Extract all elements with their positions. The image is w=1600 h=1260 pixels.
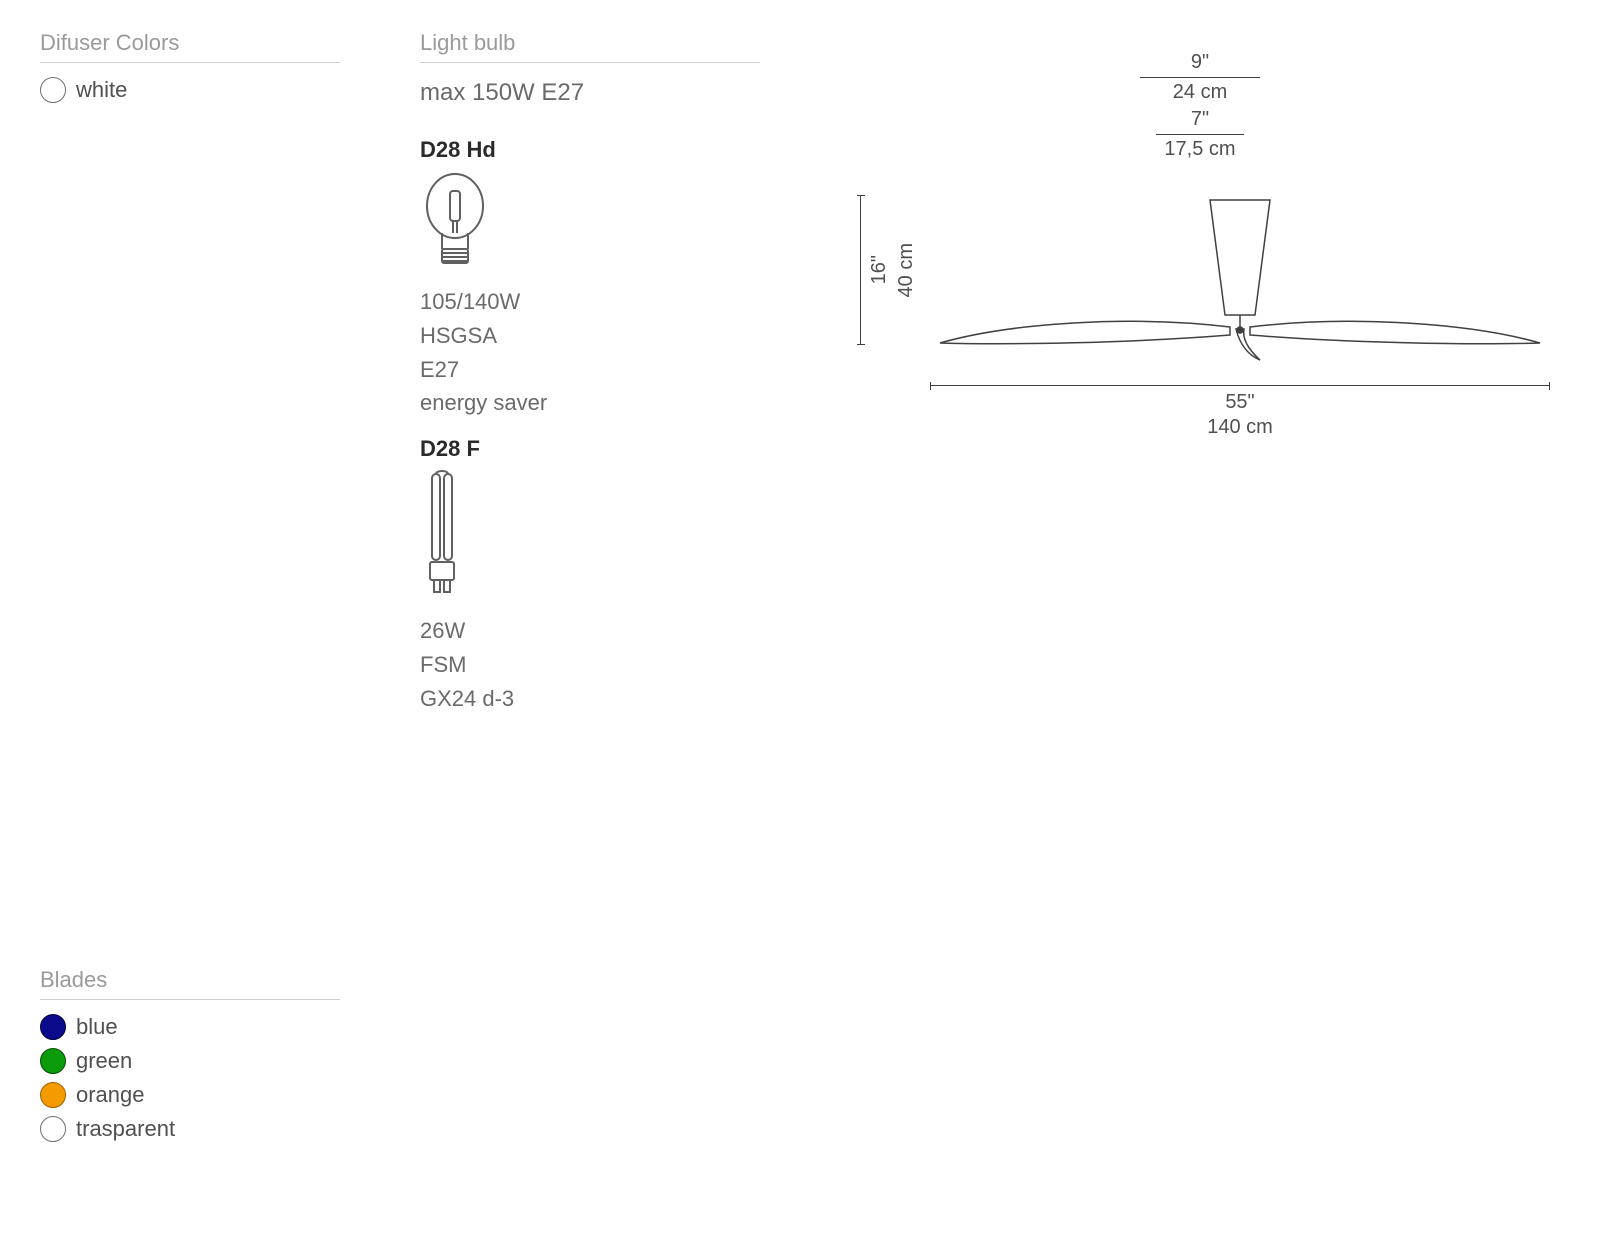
bulb-max: max 150W E27 (420, 77, 760, 109)
blades-list: blue green orange trasparent (40, 1014, 340, 1142)
dim-top-cm: 24 cm (1173, 80, 1227, 105)
diagram-section: 9" 24 cm 7" 17,5 cm 16" 40 cm (840, 30, 1560, 717)
color-option[interactable]: blue (40, 1014, 340, 1040)
bulb-spec-line: 105/140W (420, 287, 760, 317)
bulb-spec-line: HSGSA (420, 321, 760, 351)
dim-height-cm: 40 cm (894, 243, 919, 297)
bulb-spec-line: energy saver (420, 388, 760, 418)
dim-mid-in: 7" (1191, 107, 1209, 132)
diffuser-section: Difuser Colors white (40, 30, 340, 717)
color-swatch (40, 1116, 66, 1142)
color-swatch (40, 1048, 66, 1074)
bulb-model-icon (420, 470, 760, 606)
bulb-spec-line: GX24 d-3 (420, 684, 760, 714)
color-label: white (76, 77, 127, 103)
bulb-section: Light bulb max 150W E27 D28 Hd 105/140W HS… (420, 30, 760, 717)
color-option[interactable]: orange (40, 1082, 340, 1108)
bulb-model: D28 F 26W FSM GX24 d-3 (420, 436, 760, 713)
diffuser-list: white (40, 77, 340, 111)
fan-svg (930, 195, 1550, 375)
bulb-spec-line: FSM (420, 650, 760, 680)
dim-span-cm: 140 cm (1207, 415, 1273, 440)
color-swatch (40, 1014, 66, 1040)
bulb-spec-line: E27 (420, 355, 760, 385)
dim-top-rule (1140, 77, 1260, 78)
dim-mid-cm: 17,5 cm (1164, 137, 1235, 162)
color-label: trasparent (76, 1116, 175, 1142)
dim-top-in: 9" (1191, 50, 1209, 75)
dim-mid-rule (1156, 134, 1244, 135)
bulb-model-icon (420, 171, 760, 277)
blades-title: Blades (40, 967, 340, 1000)
blades-section: Blades blue green orange trasparent (40, 967, 340, 1150)
color-option[interactable]: trasparent (40, 1116, 340, 1142)
color-label: orange (76, 1082, 145, 1108)
color-option[interactable]: green (40, 1048, 340, 1074)
bulb-model-name: D28 F (420, 436, 760, 462)
dim-height-in: 16" (867, 255, 892, 284)
color-option[interactable]: white (40, 77, 340, 103)
bulb-spec-line: 26W (420, 616, 760, 646)
color-label: blue (76, 1014, 118, 1040)
dim-span-rule (930, 385, 1550, 386)
fan-diagram: 9" 24 cm 7" 17,5 cm 16" 40 cm (840, 50, 1560, 470)
bulb-models: D28 Hd 105/140W HSGSA E27energy saver D28 F 2… (420, 119, 760, 717)
color-label: green (76, 1048, 132, 1074)
bulb-incandescent-icon (420, 171, 490, 271)
bulb-title: Light bulb (420, 30, 760, 63)
bulb-model-name: D28 Hd (420, 137, 760, 163)
diffuser-title: Difuser Colors (40, 30, 340, 63)
bulb-model: D28 Hd 105/140W HSGSA E27energy saver (420, 137, 760, 418)
color-swatch (40, 77, 66, 103)
dim-span-in: 55" (1225, 390, 1254, 415)
dim-height-rule (860, 195, 861, 345)
color-swatch (40, 1082, 66, 1108)
bulb-cfl-icon (420, 470, 470, 600)
